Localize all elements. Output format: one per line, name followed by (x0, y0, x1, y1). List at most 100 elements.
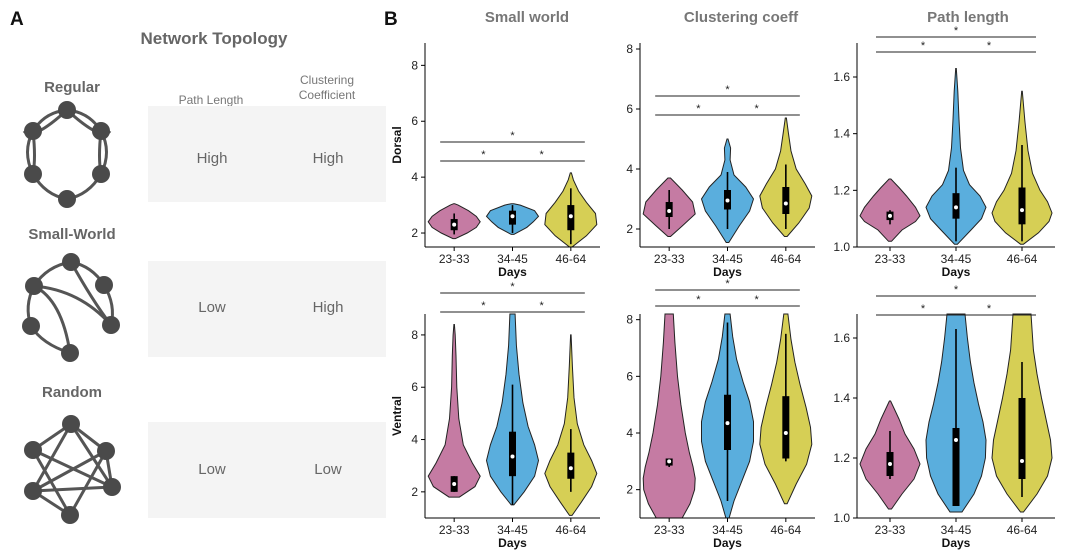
median-46-64 (568, 214, 573, 219)
panel-b-letter: B (384, 9, 398, 30)
chart-ventral_smallworld: Ventral 2 4 6 8 23-33 34-45 46-64 Days * * * (390, 281, 600, 550)
table-row-small-world (148, 261, 386, 357)
small-world-path-value: Low (198, 299, 226, 316)
node (61, 506, 79, 524)
significance-star: * (987, 303, 992, 315)
node (22, 317, 40, 335)
y-tick-label: 6 (411, 114, 418, 128)
violin-23-33 (642, 313, 696, 518)
box-34-45 (509, 431, 516, 477)
x-tick-label: 34-45 (712, 523, 743, 537)
median-23-33 (667, 209, 672, 213)
y-tick-label: 6 (626, 369, 633, 383)
median-46-64 (783, 431, 788, 435)
x-tick-label: 46-64 (770, 523, 801, 537)
median-46-64 (1020, 459, 1024, 463)
node (58, 101, 76, 119)
y-tick-label: 8 (626, 42, 633, 56)
y-tick-label: 2 (411, 485, 418, 499)
x-tick-label: 23-33 (875, 523, 906, 537)
chart-title: Path length (927, 9, 1009, 26)
random-network-graph (31, 422, 114, 517)
y-tick-label: 1.4 (833, 391, 850, 405)
node (24, 122, 42, 140)
chart-ventral_clustering: 2 4 6 8 23-33 34-45 46-64 Days * * * (626, 278, 815, 550)
x-axis-label: Days (942, 536, 971, 550)
y-tick-label: 1.6 (833, 331, 850, 345)
node (62, 253, 80, 271)
edge (69, 423, 114, 488)
significance-star: * (481, 300, 486, 312)
regular-path-value: High (197, 150, 228, 167)
violin-46-64 (544, 334, 598, 516)
median-46-64 (783, 201, 788, 206)
y-tick-label: 1.2 (833, 183, 850, 197)
chart-dorsal_clustering: Clustering coeff 2 4 6 8 23-33 34-45 46-64 Days *… (626, 9, 815, 279)
y-tick-label: 1.4 (833, 127, 850, 141)
median-34-45 (725, 421, 730, 426)
y-tick-label: 2 (626, 222, 633, 236)
x-axis-label: Days (498, 265, 527, 279)
x-tick-label: 34-45 (497, 252, 528, 266)
small-world-network-nodes (22, 253, 120, 362)
violin-23-33 (427, 324, 481, 498)
box-46-64 (1018, 398, 1026, 479)
chart-dorsal_smallworld: Small world Dorsal 2 4 6 8 23-33 34-45 46-64 Days… (390, 9, 600, 279)
x-axis-label: Days (942, 265, 971, 279)
edge (32, 449, 107, 493)
significance-star: * (540, 149, 545, 161)
significance-star: * (725, 278, 730, 290)
violin-34-45 (925, 68, 987, 245)
significance-star: * (696, 103, 701, 115)
panel-a-letter: A (10, 9, 24, 30)
violin-23-33 (859, 178, 921, 242)
median-23-33 (452, 482, 457, 486)
median-23-33 (888, 213, 892, 218)
regular-clustering-value: High (313, 150, 344, 167)
x-axis-label: Days (498, 536, 527, 550)
chart-ventral_pathlength: 1.0 1.2 1.4 1.6 23-33 34-45 46-64 Days * * * (833, 284, 1055, 550)
table-row-random (148, 422, 386, 518)
x-axis-label: Days (713, 265, 742, 279)
node (61, 344, 79, 362)
box-46-64 (567, 452, 575, 479)
node (102, 316, 120, 334)
significance-star: * (987, 40, 992, 52)
network-topology-title: Network Topology (140, 29, 288, 48)
x-axis-label: Days (713, 536, 742, 550)
regular-network-nodes (24, 101, 110, 208)
edge (33, 284, 72, 354)
median-23-33 (452, 222, 457, 227)
chart-title: Small world (485, 9, 569, 26)
median-46-64 (1020, 208, 1024, 213)
node (92, 122, 110, 140)
x-tick-label: 46-64 (555, 252, 586, 266)
box-46-64 (782, 396, 790, 459)
box-34-45 (952, 428, 960, 506)
clustering-column-header-line2: Coefficient (299, 88, 356, 102)
significance-star: * (540, 300, 545, 312)
y-tick-label: 8 (411, 328, 418, 342)
significance-star: * (921, 40, 926, 52)
significance-star: * (954, 284, 959, 296)
median-34-45 (954, 205, 958, 210)
chart-dorsal_pathlength: Path length 1.0 1.2 1.4 1.6 23-33 34-45 46-64 Da… (833, 9, 1055, 279)
significance-star: * (696, 294, 701, 306)
y-tick-label: 2 (411, 226, 418, 240)
significance-star: * (510, 281, 515, 293)
violin-charts: Small world Dorsal 2 4 6 8 23-33 34-45 46-64 Days… (390, 9, 1055, 550)
random-network-nodes (24, 415, 121, 524)
median-34-45 (725, 198, 730, 203)
row-label: Ventral (390, 396, 404, 436)
y-tick-label: 8 (626, 313, 633, 327)
node (62, 415, 80, 433)
edge (32, 485, 113, 493)
significance-star: * (755, 103, 760, 115)
small-world-network-graph (26, 260, 114, 355)
y-tick-label: 1.0 (833, 240, 850, 254)
x-tick-label: 46-64 (1007, 252, 1038, 266)
x-tick-label: 46-64 (1007, 523, 1038, 537)
random-path-value: Low (198, 461, 226, 478)
y-tick-label: 4 (411, 433, 418, 447)
